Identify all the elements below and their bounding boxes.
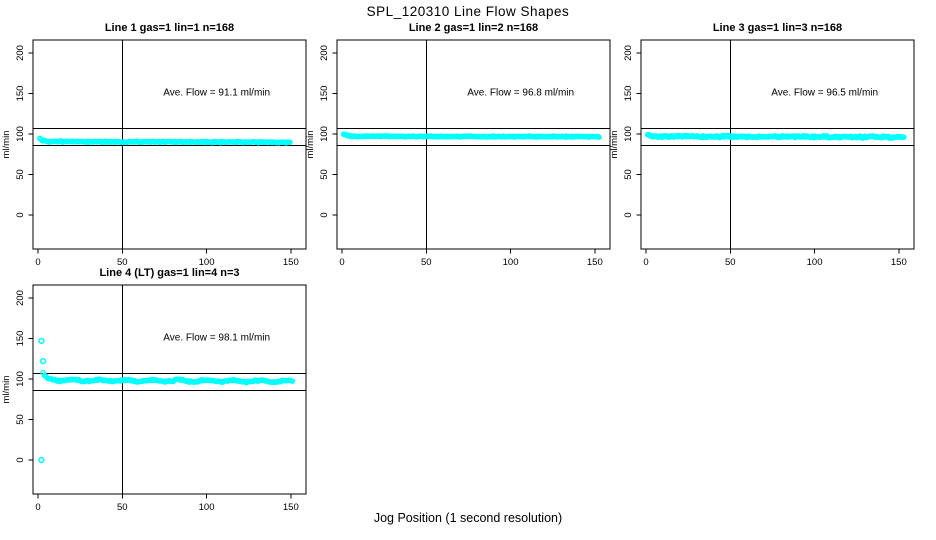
- plot-box: [32, 284, 307, 495]
- plot-box: [640, 39, 915, 250]
- svg-text:100: 100: [15, 371, 26, 387]
- svg-text:50: 50: [117, 502, 128, 513]
- panel-plot-line-1: Line 1 gas=1 lin=1 n=168 0 50 100 150 0 50 100 1…: [1, 22, 307, 268]
- svg-text:100: 100: [199, 257, 215, 268]
- ave-flow-annotation: Ave. Flow = 96.5 ml/min: [771, 88, 878, 99]
- svg-text:150: 150: [891, 257, 907, 268]
- svg-text:50: 50: [725, 257, 736, 268]
- panel-title: Line 1 gas=1 lin=1 n=168: [105, 22, 234, 34]
- outlier-point: [38, 456, 45, 464]
- panel-plot-line-2: Line 2 gas=1 lin=2 n=168 0 50 100 150 0 50 100 1…: [305, 22, 611, 268]
- outlier-point: [38, 337, 45, 345]
- y-axis: 0 50 100 150 200: [15, 290, 33, 463]
- svg-text:150: 150: [587, 257, 603, 268]
- svg-text:50: 50: [319, 169, 330, 180]
- svg-text:150: 150: [15, 331, 26, 347]
- svg-text:100: 100: [623, 126, 634, 142]
- y-axis-title: ml/min: [609, 131, 620, 159]
- panel-title: Line 4 (LT) gas=1 lin=4 n=3: [99, 267, 239, 279]
- y-axis-title: ml/min: [1, 376, 12, 404]
- x-axis: 0 50 100 150: [643, 249, 907, 268]
- ave-flow-annotation: Ave. Flow = 98.1 ml/min: [163, 333, 270, 344]
- svg-text:100: 100: [319, 126, 330, 142]
- figure-title: SPL_120310 Line Flow Shapes: [366, 4, 570, 19]
- ave-flow-annotation: Ave. Flow = 96.8 ml/min: [467, 88, 574, 99]
- svg-text:0: 0: [15, 212, 26, 217]
- svg-text:50: 50: [15, 414, 26, 425]
- svg-text:200: 200: [319, 45, 330, 61]
- svg-text:0: 0: [35, 502, 40, 513]
- y-axis-title: ml/min: [1, 131, 12, 159]
- y-axis-title: ml/min: [305, 131, 316, 159]
- svg-text:50: 50: [623, 169, 634, 180]
- svg-text:150: 150: [283, 502, 299, 513]
- svg-text:150: 150: [283, 257, 299, 268]
- data-points: [38, 337, 296, 464]
- outlier-point: [39, 357, 47, 365]
- panel-title: Line 3 gas=1 lin=3 n=168: [713, 22, 842, 34]
- data-points: [340, 131, 602, 141]
- svg-text:100: 100: [199, 502, 215, 513]
- svg-text:0: 0: [15, 457, 26, 462]
- svg-text:200: 200: [15, 45, 26, 61]
- data-points: [36, 135, 293, 146]
- svg-text:200: 200: [623, 45, 634, 61]
- svg-text:0: 0: [623, 212, 634, 217]
- x-axis-label: Jog Position (1 second resolution): [373, 511, 563, 525]
- y-axis: 0 50 100 150 200: [319, 45, 337, 218]
- plot-box: [32, 39, 307, 250]
- x-axis: 0 50 100 150: [339, 249, 603, 268]
- svg-text:0: 0: [643, 257, 648, 268]
- ave-flow-annotation: Ave. Flow = 91.1 ml/min: [163, 88, 270, 99]
- panel-plot-line-4: Line 4 (LT) gas=1 lin=4 n=3 0 50 100 150 0 50 1…: [1, 267, 307, 513]
- svg-text:0: 0: [319, 212, 330, 217]
- y-axis: 0 50 100 150 200: [623, 45, 641, 218]
- svg-text:50: 50: [421, 257, 432, 268]
- svg-text:200: 200: [15, 290, 26, 306]
- panel-title: Line 2 gas=1 lin=2 n=168: [409, 22, 538, 34]
- y-axis: 0 50 100 150 200: [15, 45, 33, 218]
- svg-text:0: 0: [35, 257, 40, 268]
- data-points: [644, 131, 907, 141]
- x-axis: 0 50 100 150: [35, 494, 299, 513]
- svg-text:150: 150: [623, 86, 634, 102]
- svg-text:100: 100: [15, 126, 26, 142]
- svg-text:50: 50: [117, 257, 128, 268]
- svg-text:100: 100: [503, 257, 519, 268]
- svg-text:150: 150: [319, 86, 330, 102]
- svg-text:150: 150: [15, 86, 26, 102]
- plot-box: [336, 39, 611, 250]
- svg-text:0: 0: [339, 257, 344, 268]
- svg-text:50: 50: [15, 169, 26, 180]
- svg-text:100: 100: [807, 257, 823, 268]
- panel-plot-line-3: Line 3 gas=1 lin=3 n=168 0 50 100 150 0 50 100 1…: [609, 22, 915, 268]
- x-axis: 0 50 100 150: [35, 249, 299, 268]
